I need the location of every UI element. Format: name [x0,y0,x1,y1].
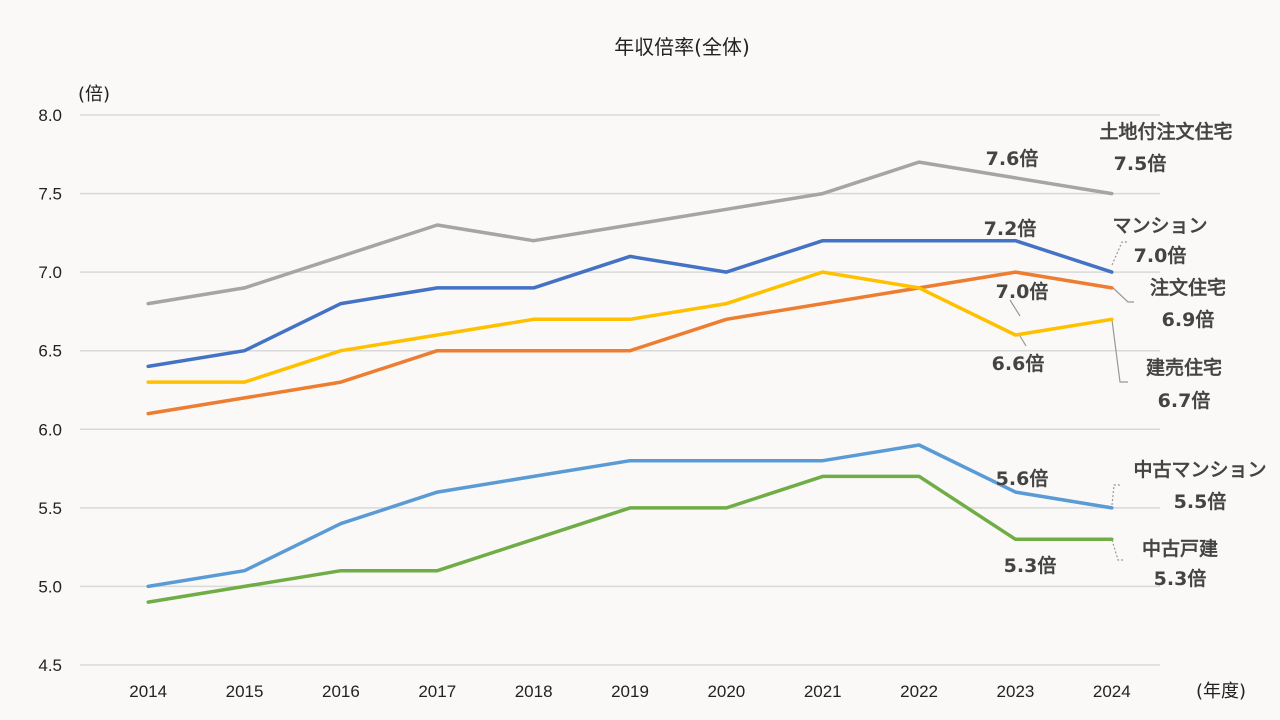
series-line [146,443,1114,589]
point-value-label: 6.6倍 [992,352,1045,375]
end-value-label: 5.3倍 [1154,567,1207,590]
x-axis-ticks: 2014 2015 2016 2017 2018 2019 2020 2021 2022 2023… [129,682,1130,701]
point-value-label: 5.6倍 [996,467,1049,490]
leader-line [1111,286,1134,303]
x-tick-label: 2014 [129,682,167,701]
x-tick-label: 2018 [515,682,553,701]
series-lines [146,160,1114,604]
y-axis-ticks: 4.5 5.0 5.5 6.0 6.5 7.0 7.5 8.0 [38,106,62,675]
point-value-label: 5.3倍 [1004,554,1057,577]
series-name-label: 中古マンション [1133,458,1266,481]
x-tick-label: 2022 [900,682,938,701]
chart-title: 年収倍率(全体) [614,35,750,59]
leader-line [1111,539,1124,561]
leader-line [1111,484,1120,506]
point-value-label: 7.2倍 [984,217,1037,240]
series-name-label: 土地付注文住宅 [1099,120,1232,143]
series-name-label: マンション [1112,215,1207,237]
x-tick-label: 2024 [1093,682,1131,701]
x-tick-label: 2017 [418,682,456,701]
leader-lines [1009,241,1134,561]
end-value-label: 7.0倍 [1134,244,1187,267]
leader-line [1111,319,1128,383]
series-name-label: 建売住宅 [1146,356,1222,379]
y-tick-label: 7.0 [38,263,62,282]
point-value-label: 7.0倍 [996,280,1049,303]
y-tick-label: 5.0 [38,577,62,596]
y-tick-label: 7.5 [38,185,62,204]
y-tick-label: 6.5 [38,342,62,361]
y-tick-label: 6.0 [38,420,62,439]
x-tick-label: 2020 [707,682,745,701]
leader-line [1009,299,1021,317]
series-line [146,270,1114,416]
x-tick-label: 2021 [804,682,842,701]
y-axis-unit: (倍) [78,84,110,105]
x-tick-label: 2016 [322,682,360,701]
end-value-label: 5.5倍 [1174,490,1227,513]
end-value-label: 6.9倍 [1162,308,1215,331]
leader-line [1019,335,1027,347]
series-line [146,238,1114,369]
series-name-label: 中古戸建 [1142,537,1218,560]
series-line [146,270,1114,384]
x-axis-unit: (年度) [1196,681,1246,702]
x-tick-label: 2015 [226,682,264,701]
y-tick-label: 8.0 [38,106,62,125]
series-line [146,474,1114,604]
y-tick-label: 4.5 [38,656,62,675]
x-tick-label: 2023 [997,682,1035,701]
x-tick-label: 2019 [611,682,649,701]
gridlines [80,114,1160,666]
series-line [146,160,1114,306]
series-name-label: 注文住宅 [1150,276,1226,299]
y-tick-label: 5.5 [38,499,62,518]
end-value-label: 7.5倍 [1114,152,1167,175]
end-value-label: 6.7倍 [1158,389,1211,412]
point-value-label: 7.6倍 [986,147,1039,170]
leader-line [1111,241,1128,266]
